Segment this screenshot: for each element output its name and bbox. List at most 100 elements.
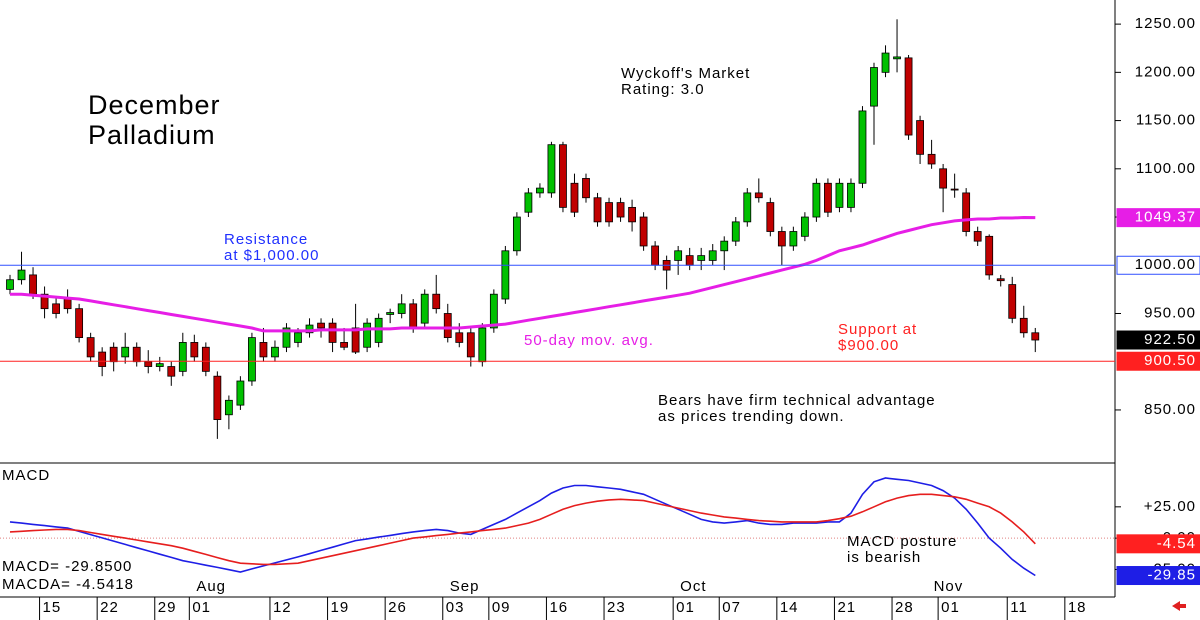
candle-body	[52, 303, 60, 314]
y-tick-label: 1100.00	[1136, 160, 1196, 177]
x-tick-label: 03	[446, 599, 465, 616]
candle-body	[766, 202, 775, 232]
candle-body	[1031, 332, 1040, 341]
candle-body	[835, 182, 844, 208]
candle-body	[478, 327, 487, 363]
candle-body	[29, 274, 37, 295]
candle-body	[939, 168, 948, 189]
x-tick-label: 23	[607, 599, 626, 616]
readout: MACDA= -4.5418	[2, 576, 134, 593]
candle-body	[858, 110, 867, 184]
candle-body	[547, 144, 556, 194]
candle-body	[340, 342, 348, 348]
candle-body	[524, 192, 533, 213]
candle-body	[213, 375, 222, 420]
level-box	[1116, 208, 1200, 228]
annotation: is bearish	[847, 549, 921, 566]
candle-body	[593, 197, 602, 223]
x-tick-label: 16	[549, 599, 568, 616]
y-tick-label: 950.00	[1144, 304, 1196, 321]
candle-body	[98, 351, 107, 367]
candle-body	[466, 332, 475, 358]
candle-body	[397, 303, 406, 314]
candle-body	[628, 206, 636, 223]
candle-body	[777, 231, 786, 247]
month-label: Nov	[934, 578, 964, 595]
candle-body	[847, 182, 855, 208]
month-label: Aug	[196, 578, 226, 595]
candle-body	[1008, 284, 1017, 319]
candle-body	[685, 255, 694, 266]
candle-body	[6, 279, 14, 290]
month-label: Sep	[450, 578, 480, 595]
candle-body	[294, 332, 302, 343]
candle-body	[570, 182, 579, 213]
x-tick-label: 11	[1010, 599, 1028, 616]
candle-body	[697, 255, 706, 261]
y-tick-label: 1150.00	[1136, 112, 1196, 129]
candle-body	[144, 361, 153, 367]
candle-body	[789, 231, 798, 247]
series-line	[9, 493, 1036, 566]
series-line	[10, 215, 1036, 333]
x-tick-label: 21	[837, 599, 856, 616]
chart-title: Palladium	[88, 120, 216, 150]
level-label: 1049.37	[1135, 209, 1196, 226]
candle-body	[201, 346, 210, 372]
candle-body	[86, 337, 95, 358]
chart-title: December	[88, 90, 221, 120]
x-tick-label: 12	[273, 599, 292, 616]
level-box	[1116, 534, 1200, 554]
annotation: at $1,000.00	[224, 247, 319, 264]
y-tick-label: 850.00	[1144, 401, 1196, 418]
level-box	[1116, 330, 1200, 350]
candle-body	[916, 120, 924, 155]
candle-body	[75, 308, 84, 339]
candle-body	[800, 216, 809, 237]
candle-body	[893, 56, 901, 60]
candle-body	[605, 202, 613, 223]
candle-body	[870, 67, 878, 107]
candle-body	[236, 380, 245, 406]
x-tick-label: 07	[722, 599, 741, 616]
candle-body	[317, 322, 325, 329]
candle-body	[17, 269, 26, 281]
candle-body	[363, 322, 372, 348]
level-label: -4.54	[1157, 535, 1196, 552]
candle-body	[178, 342, 187, 372]
series-line	[9, 477, 1036, 577]
annotation: Rating: 3.0	[621, 81, 705, 98]
candle-body	[443, 313, 452, 339]
level-label: 1000.00	[1135, 256, 1196, 273]
x-tick-label: 29	[158, 599, 177, 616]
candle-body	[109, 346, 118, 363]
candle-body	[881, 52, 890, 73]
candle-body	[927, 153, 936, 165]
candle-body	[536, 187, 544, 194]
candle-body	[432, 293, 441, 310]
month-label: Oct	[680, 578, 706, 595]
scroll-arrow[interactable]	[1172, 601, 1186, 611]
level-label: -29.85	[1147, 566, 1196, 583]
panel-title: MACD	[2, 467, 50, 484]
level-label: 922.50	[1144, 331, 1196, 348]
candle-body	[328, 322, 337, 343]
candle-body	[512, 216, 521, 252]
candle-body	[386, 312, 395, 315]
candle-body	[155, 363, 164, 367]
candle-body	[259, 342, 268, 358]
candle-body	[167, 366, 176, 377]
y-tick-label: 1200.00	[1135, 63, 1196, 80]
candle-body	[708, 250, 717, 261]
candle-body	[950, 188, 959, 191]
candle-body	[63, 298, 72, 310]
x-tick-label: 09	[492, 599, 511, 616]
candle-body	[1019, 317, 1028, 334]
candle-body	[582, 178, 590, 199]
candle-body	[224, 399, 233, 416]
y-tick-label: +25.00	[1144, 498, 1196, 515]
readout-box	[0, 558, 170, 594]
candle-body	[409, 303, 418, 329]
candle-body	[282, 327, 291, 348]
candle-body	[985, 235, 994, 276]
